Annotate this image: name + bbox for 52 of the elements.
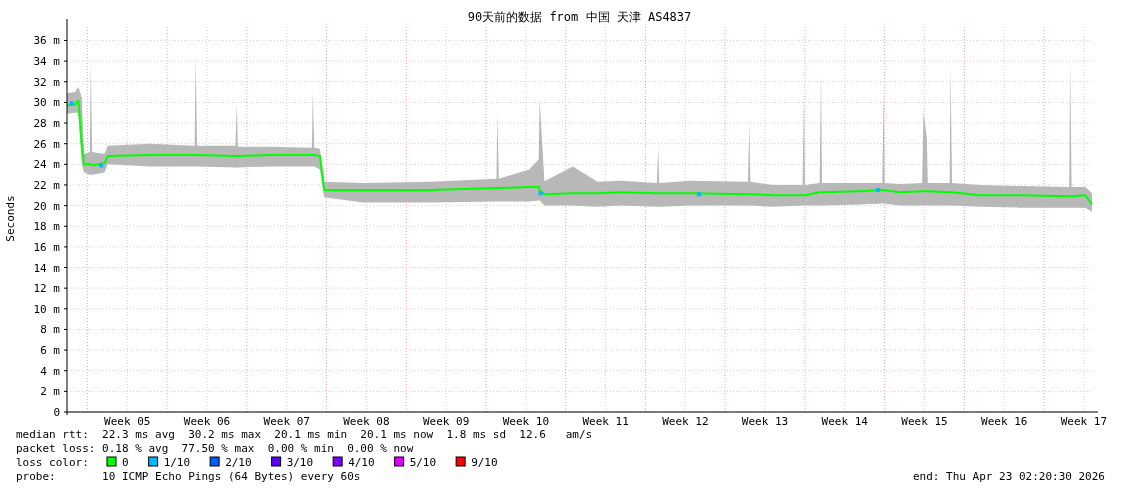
- y-tick-label: 14 m: [33, 261, 61, 275]
- text: end: Thu Apr 23 02:20:30 2026: [912, 470, 1105, 483]
- text: packet loss: 0.18 % avg 77.50 % max 0.00 % min 0.00 % now: [16, 442, 414, 455]
- y-tick-label: 20 m: [33, 199, 61, 213]
- y-tick-label: 18 m: [33, 220, 61, 234]
- y-axis-title: Seconds: [4, 195, 17, 242]
- legend-label: 9/10: [471, 456, 498, 469]
- y-tick-label: 32 m: [33, 75, 61, 89]
- x-tick-label: Week 07: [263, 415, 310, 428]
- legend-label: 3/10: [286, 456, 314, 469]
- x-tick-label: Week 14: [821, 415, 869, 428]
- x-tick-label: Week 12: [662, 415, 709, 428]
- y-tick-label: 0: [53, 406, 60, 419]
- chart-title: 90天前的数据 from 中国 天津 AS4837: [467, 10, 692, 24]
- y-tick-label: 10 m: [33, 302, 61, 316]
- y-tick-label: 12 m: [33, 282, 61, 296]
- text: probe: 10 ICMP Echo Pings (64 Bytes) every 60s: [16, 470, 361, 483]
- y-tick-label: 16 m: [33, 240, 61, 254]
- y-tick-label: 34 m: [33, 55, 61, 69]
- legend-label: 4/10: [348, 456, 375, 469]
- legend-label: 0: [122, 456, 129, 469]
- x-tick-label: Week 08: [343, 415, 390, 428]
- y-tick-label: 28 m: [33, 117, 61, 131]
- x-tick-label: Week 17: [1060, 415, 1108, 428]
- legend-title: loss color:: [16, 456, 89, 469]
- text: median rtt: 22.3 ms avg 30.2 ms max 20.1 ms min 20.1 ms now 1.8 ms sd 12.6 am/s: [16, 428, 593, 441]
- y-tick-label: 22 m: [33, 178, 61, 192]
- legend-label: 1/10: [163, 456, 191, 469]
- y-tick-label: 36 m: [33, 34, 61, 48]
- x-tick-label: Week 05: [104, 415, 151, 428]
- x-tick-label: Week 11: [582, 415, 629, 428]
- x-tick-label: Week 15: [901, 415, 948, 428]
- x-tick-label: Week 09: [422, 415, 470, 428]
- line-series: [66, 99, 1093, 206]
- point: [538, 191, 543, 196]
- x-tick-label: Week 06: [183, 415, 231, 428]
- y-tick-label: 4 m: [40, 364, 61, 378]
- y-tick-label: 26 m: [33, 137, 61, 151]
- point: [99, 163, 104, 168]
- x-tick-label: Week 10: [502, 415, 550, 428]
- point: [69, 101, 74, 106]
- legend-label: 2/10: [225, 456, 252, 469]
- y-tick-label: 8 m: [40, 323, 61, 337]
- y-tick-label: 6 m: [40, 344, 61, 358]
- legend-label: 5/10: [409, 456, 437, 469]
- y-tick-label: 24 m: [33, 158, 61, 172]
- y-tick-label: 30 m: [33, 96, 61, 110]
- x-tick-label: Week 13: [741, 415, 789, 428]
- point: [875, 188, 880, 193]
- x-tick-label: Week 16: [981, 415, 1028, 428]
- y-tick-label: 2 m: [40, 385, 61, 399]
- point: [697, 192, 702, 197]
